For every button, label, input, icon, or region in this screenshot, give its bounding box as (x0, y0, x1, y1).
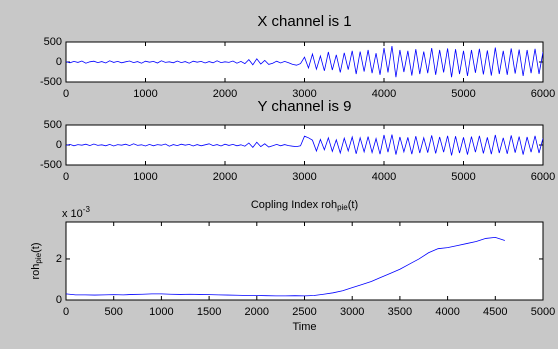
chart-title: X channel is 1 (257, 13, 351, 30)
x-tick-label: 2000 (245, 306, 269, 318)
multiplier-exponent: -3 (83, 205, 91, 214)
x-tick-label: 2000 (213, 88, 237, 100)
y-tick-label: -500 (40, 76, 62, 88)
ylabel-main: roh (30, 264, 42, 280)
x-tick-label: 4000 (372, 88, 396, 100)
y-tick-label: 0 (56, 294, 62, 306)
x-tick-label: 0 (63, 88, 69, 100)
x-tick-label: 4000 (435, 306, 459, 318)
signal-line (66, 236, 505, 297)
chart-title: Copling Index rohpie(t) (251, 199, 358, 212)
y-tick-label: 2 (56, 253, 62, 265)
title-suffix: (t) (348, 199, 358, 211)
x-tick-label: 1000 (149, 306, 173, 318)
x-tick-label: 4000 (372, 171, 396, 183)
y-tick-label: 500 (44, 36, 62, 48)
signal-line (66, 134, 543, 156)
x-axis-label: Time (292, 321, 316, 333)
x-tick-label: 1000 (133, 88, 157, 100)
x-tick-label: 1500 (197, 306, 221, 318)
y-tick-label: 0 (56, 139, 62, 151)
multiplier-base: x 10 (62, 208, 83, 220)
x-tick-label: 6000 (531, 171, 555, 183)
y-tick-label: -500 (40, 159, 62, 171)
plot-area (65, 41, 544, 83)
signal-line (66, 45, 543, 78)
x-tick-label: 2000 (213, 171, 237, 183)
y-axis-label: rohpie(t) (30, 243, 43, 280)
plot-area (65, 221, 544, 301)
x-tick-label: 2500 (292, 306, 316, 318)
x-tick-label: 4500 (483, 306, 507, 318)
x-tick-label: 3000 (292, 88, 316, 100)
y-tick-label: 500 (44, 119, 62, 131)
ylabel-subscript: pie (34, 252, 43, 263)
x-tick-label: 500 (105, 306, 123, 318)
x-tick-label: 1000 (133, 171, 157, 183)
x-tick-label: 0 (63, 306, 69, 318)
x-tick-label: 5000 (451, 171, 475, 183)
x-tick-label: 3000 (340, 306, 364, 318)
chart-title: Y channel is 9 (258, 98, 352, 115)
x-tick-label: 5000 (531, 306, 555, 318)
x-tick-label: 3000 (292, 171, 316, 183)
x-tick-label: 3500 (388, 306, 412, 318)
title-subscript: pie (337, 203, 348, 212)
title-main: Copling Index roh (251, 199, 337, 211)
x-tick-label: 6000 (531, 88, 555, 100)
y-multiplier: x 10-3 (62, 205, 90, 220)
x-tick-label: 5000 (451, 88, 475, 100)
y-tick-label: 0 (56, 56, 62, 68)
x-tick-label: 0 (63, 171, 69, 183)
ylabel-suffix: (t) (30, 243, 42, 253)
